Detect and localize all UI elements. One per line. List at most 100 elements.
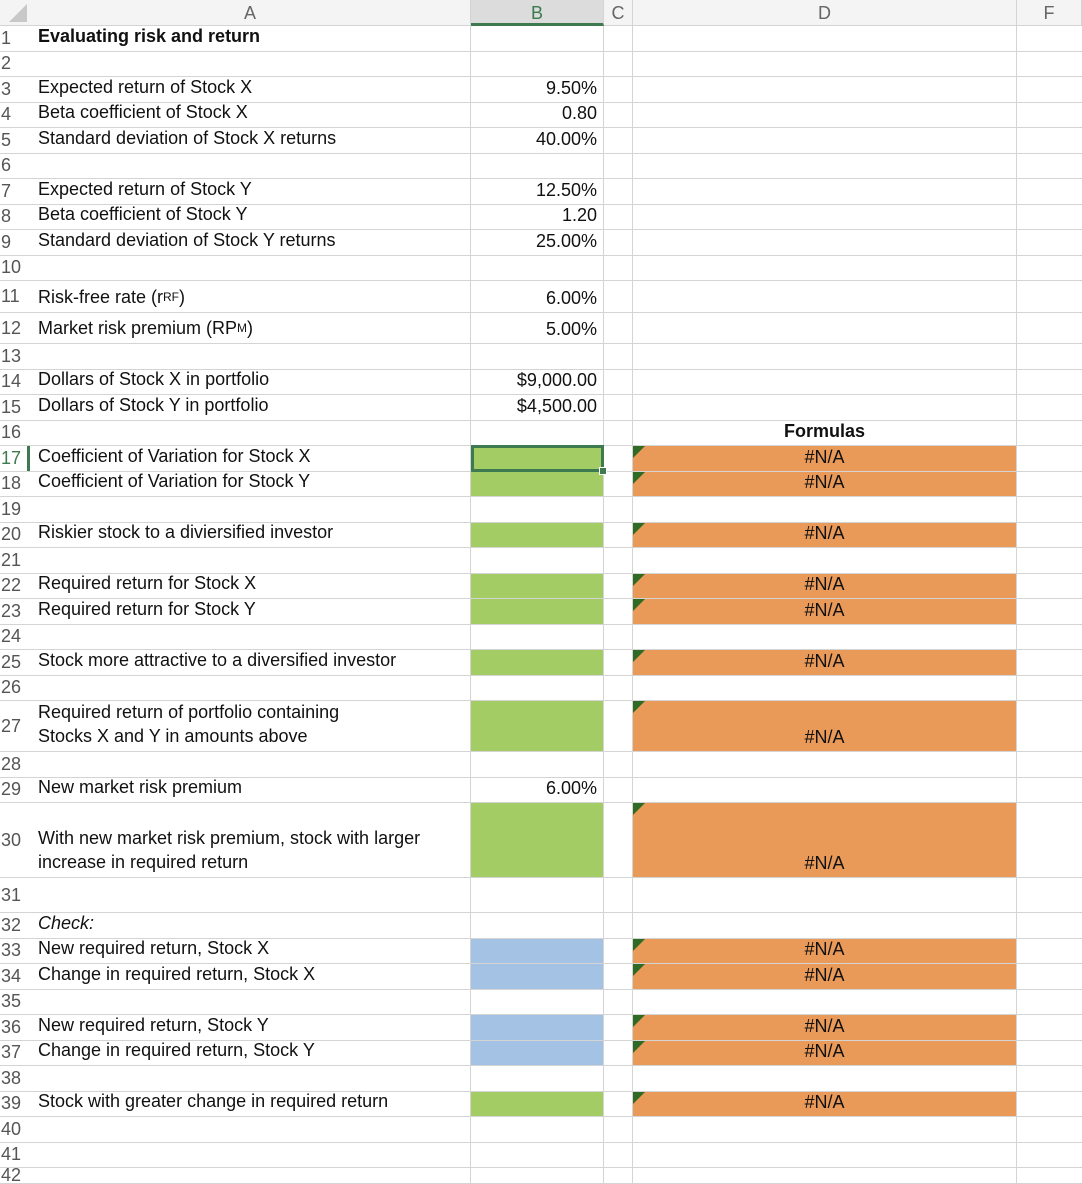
cell-b41[interactable] <box>471 1142 604 1167</box>
cell-f20[interactable] <box>1017 523 1082 548</box>
cell-b33[interactable] <box>471 938 604 963</box>
cell-d18[interactable]: #N/A <box>633 471 1017 496</box>
cell-a32[interactable]: Check: <box>30 913 471 938</box>
row-header[interactable]: 39 <box>1 1093 22 1114</box>
cell-d33[interactable]: #N/A <box>633 938 1017 963</box>
cell-f7[interactable] <box>1017 179 1082 204</box>
cell-c14[interactable] <box>604 369 633 394</box>
column-header-b[interactable]: B <box>471 0 604 26</box>
cell-b34[interactable] <box>471 964 604 989</box>
cell-f16[interactable] <box>1017 421 1082 446</box>
error-indicator-icon[interactable] <box>633 938 645 951</box>
row-header[interactable]: 11 <box>1 286 20 306</box>
cell-d37[interactable]: #N/A <box>633 1040 1017 1065</box>
cell-d16[interactable]: Formulas <box>633 420 1017 445</box>
cell-f9[interactable] <box>1017 230 1082 255</box>
cell-d32[interactable] <box>633 913 1017 938</box>
cell-a42[interactable] <box>30 1168 471 1183</box>
cell-b23[interactable] <box>471 599 604 624</box>
cell-d8[interactable] <box>633 204 1017 229</box>
cell-d23[interactable]: #N/A <box>633 599 1017 624</box>
cell-b38[interactable] <box>471 1066 604 1091</box>
cell-b24[interactable] <box>471 624 604 649</box>
cell-a5[interactable]: Standard deviation of Stock X returns <box>30 128 471 153</box>
cell-a36[interactable]: New required return, Stock Y <box>30 1015 471 1040</box>
cell-a7[interactable]: Expected return of Stock Y <box>30 179 471 204</box>
cell-d17[interactable]: #N/A <box>633 446 1017 471</box>
cell-d24[interactable] <box>633 624 1017 649</box>
row-header[interactable]: 21 <box>1 549 22 570</box>
cell-b37[interactable] <box>471 1040 604 1065</box>
row-header[interactable]: 38 <box>1 1067 22 1088</box>
cell-f28[interactable] <box>1017 752 1082 777</box>
cell-a34[interactable]: Change in required return, Stock X <box>30 964 471 989</box>
cell-d35[interactable] <box>633 989 1017 1014</box>
cell-a25[interactable]: Stock more attractive to a diversified i… <box>30 650 471 675</box>
row-header[interactable]: 16 <box>1 422 22 443</box>
cell-c6[interactable] <box>604 153 633 178</box>
cell-b36[interactable] <box>471 1015 604 1040</box>
cell-f5[interactable] <box>1017 128 1082 153</box>
cell-f15[interactable] <box>1017 395 1082 420</box>
cell-d3[interactable] <box>633 77 1017 102</box>
row-header[interactable]: 34 <box>1 965 22 986</box>
cell-c12[interactable] <box>604 313 633 343</box>
cell-d25[interactable]: #N/A <box>633 650 1017 675</box>
cell-c31[interactable] <box>604 878 633 912</box>
cell-c41[interactable] <box>604 1142 633 1167</box>
select-all-corner[interactable] <box>0 0 30 26</box>
cell-a14[interactable]: Dollars of Stock X in portfolio <box>30 369 471 394</box>
cell-b20[interactable] <box>471 522 604 547</box>
error-indicator-icon[interactable] <box>633 573 645 586</box>
cell-c13[interactable] <box>604 344 633 369</box>
cell-b2[interactable] <box>471 51 604 76</box>
cell-d12[interactable] <box>633 313 1017 343</box>
row-header[interactable]: 24 <box>1 626 22 647</box>
row-header[interactable]: 18 <box>1 473 22 494</box>
cell-a29[interactable]: New market risk premium <box>30 777 471 802</box>
cell-f35[interactable] <box>1017 990 1082 1015</box>
cell-c20[interactable] <box>604 522 633 547</box>
cell-c26[interactable] <box>604 675 633 700</box>
cell-b13[interactable] <box>471 344 604 369</box>
cell-a17[interactable]: Coefficient of Variation for Stock X <box>30 446 471 471</box>
cell-b10[interactable] <box>471 255 604 280</box>
row-header[interactable]: 20 <box>1 524 22 545</box>
cell-c42[interactable] <box>604 1168 633 1183</box>
cell-b26[interactable] <box>471 675 604 700</box>
cell-b16[interactable] <box>471 420 604 445</box>
cell-a3[interactable]: Expected return of Stock X <box>30 77 471 102</box>
cell-d38[interactable] <box>633 1066 1017 1091</box>
cell-d20[interactable]: #N/A <box>633 522 1017 547</box>
row-header[interactable]: 41 <box>1 1144 22 1165</box>
cell-a21[interactable] <box>30 548 471 573</box>
row-header[interactable]: 25 <box>1 651 22 672</box>
cell-b6[interactable] <box>471 153 604 178</box>
row-header[interactable]: 1 <box>1 27 12 48</box>
cell-b19[interactable] <box>471 497 604 522</box>
column-header-c[interactable]: C <box>604 0 633 26</box>
cell-f6[interactable] <box>1017 154 1082 179</box>
cell-d5[interactable] <box>633 128 1017 153</box>
error-indicator-icon[interactable] <box>633 446 645 458</box>
cell-d4[interactable] <box>633 102 1017 127</box>
row-header[interactable]: 26 <box>1 677 22 698</box>
row-header[interactable]: 8 <box>1 206 12 227</box>
row-header[interactable]: 40 <box>1 1118 22 1139</box>
cell-d26[interactable] <box>633 675 1017 700</box>
row-header[interactable]: 33 <box>1 940 22 961</box>
cell-d31[interactable] <box>633 878 1017 912</box>
row-header[interactable]: 29 <box>1 779 22 800</box>
cell-b15[interactable]: $4,500.00 <box>471 395 604 420</box>
cell-b21[interactable] <box>471 548 604 573</box>
row-header[interactable]: 23 <box>1 600 22 621</box>
cell-f42[interactable] <box>1017 1168 1082 1183</box>
cell-b30[interactable] <box>471 803 604 877</box>
cell-f1[interactable] <box>1017 26 1082 51</box>
cell-b42[interactable] <box>471 1168 604 1183</box>
error-indicator-icon[interactable] <box>633 964 645 976</box>
cell-f33[interactable] <box>1017 939 1082 964</box>
error-indicator-icon[interactable] <box>633 803 645 815</box>
error-indicator-icon[interactable] <box>633 522 645 535</box>
cell-d13[interactable] <box>633 344 1017 369</box>
